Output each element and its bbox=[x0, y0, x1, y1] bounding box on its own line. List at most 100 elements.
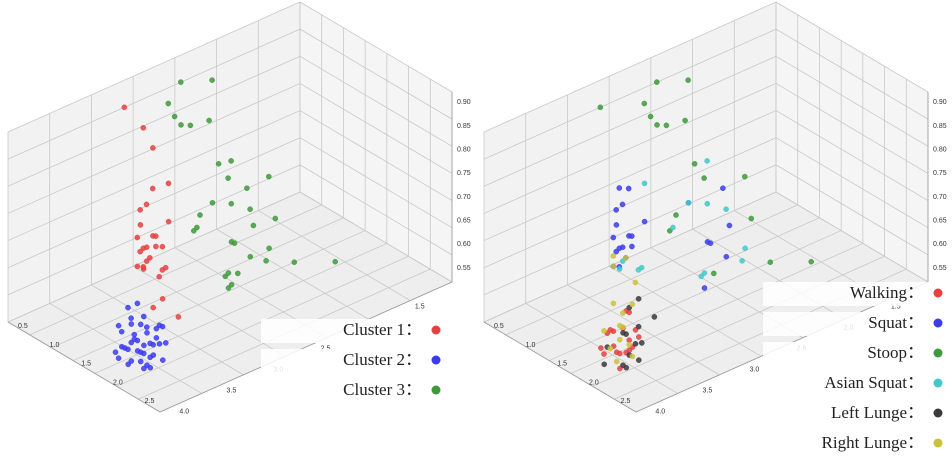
data-point bbox=[140, 245, 147, 252]
x-tick-label: 1.5 bbox=[891, 304, 901, 311]
data-point bbox=[622, 254, 629, 261]
gridline bbox=[299, 164, 453, 256]
data-point bbox=[626, 309, 632, 316]
y-tick-label: 2.0 bbox=[113, 379, 123, 386]
legend-marker bbox=[933, 288, 943, 298]
data-point bbox=[225, 270, 232, 276]
data-point bbox=[601, 327, 607, 334]
legend-label: Right Lunge： bbox=[822, 433, 924, 452]
data-point bbox=[143, 201, 150, 208]
data-point bbox=[178, 122, 184, 128]
data-point bbox=[767, 259, 774, 266]
z-tick-label: 0.55 bbox=[933, 265, 947, 272]
data-point bbox=[115, 322, 122, 329]
legend: Cluster 1： Cluster 2： Cluster 3： bbox=[261, 319, 443, 403]
data-point bbox=[140, 313, 147, 320]
data-point bbox=[704, 239, 711, 245]
data-point bbox=[626, 341, 632, 348]
data-point bbox=[150, 341, 156, 348]
data-point bbox=[134, 234, 141, 241]
gridline bbox=[299, 1, 453, 93]
data-point bbox=[118, 328, 125, 335]
data-point bbox=[635, 334, 642, 340]
legend-entry-bg bbox=[261, 379, 443, 403]
gridline bbox=[299, 191, 453, 283]
legend-label: Cluster 2： bbox=[343, 350, 422, 369]
gridline bbox=[132, 265, 286, 357]
gridline bbox=[483, 83, 777, 214]
data-point bbox=[651, 314, 658, 320]
legend-label: Squat： bbox=[868, 313, 924, 332]
data-point bbox=[710, 270, 717, 277]
right-wall-pane bbox=[300, 2, 452, 282]
data-point bbox=[685, 77, 691, 83]
data-point bbox=[225, 175, 231, 181]
left-wall-pane bbox=[8, 2, 300, 322]
data-point bbox=[146, 254, 153, 261]
data-point bbox=[610, 328, 617, 335]
data-point bbox=[121, 104, 128, 111]
z-tick-label: 0.60 bbox=[457, 241, 471, 248]
data-point bbox=[209, 199, 216, 206]
data-point bbox=[616, 266, 623, 272]
legend-marker bbox=[933, 348, 943, 358]
gridline bbox=[483, 55, 777, 187]
gridline bbox=[775, 191, 929, 283]
data-point bbox=[225, 285, 232, 291]
data-point bbox=[682, 117, 688, 124]
data-point bbox=[701, 175, 707, 181]
data-point bbox=[171, 113, 178, 120]
legend-label: Cluster 3： bbox=[343, 380, 422, 399]
data-points bbox=[112, 77, 339, 372]
data-point bbox=[632, 340, 639, 347]
gridline bbox=[483, 110, 777, 241]
z-tick-label: 0.65 bbox=[933, 217, 947, 224]
data-point bbox=[623, 364, 630, 371]
data-point bbox=[616, 185, 623, 191]
data-points bbox=[597, 77, 815, 372]
data-point bbox=[632, 279, 639, 286]
gridline bbox=[483, 1, 777, 133]
legend-label: Cluster 1： bbox=[343, 320, 422, 339]
gridline bbox=[483, 191, 777, 323]
y-tick-label: 1.0 bbox=[526, 342, 536, 349]
data-point bbox=[619, 201, 626, 208]
z-tick-label: 0.75 bbox=[457, 170, 471, 177]
data-point bbox=[654, 122, 660, 128]
data-point bbox=[150, 145, 156, 151]
data-point bbox=[128, 358, 135, 364]
data-point bbox=[152, 233, 159, 239]
gridline bbox=[216, 228, 369, 320]
legend-entry-bg bbox=[261, 349, 443, 373]
data-point bbox=[701, 270, 708, 276]
data-point bbox=[616, 245, 623, 252]
data-point bbox=[613, 358, 620, 365]
data-point bbox=[156, 273, 162, 280]
data-point bbox=[156, 340, 163, 347]
x-tick-label: 3.5 bbox=[226, 387, 236, 394]
gridline bbox=[527, 217, 820, 349]
y-tick-label: 1.5 bbox=[81, 361, 91, 368]
legend-label: Asian Squat： bbox=[824, 373, 924, 392]
legend: Walking： Squat： Stoop： Asian Squat： Left Lun… bbox=[763, 282, 945, 456]
data-point bbox=[141, 342, 147, 349]
data-point bbox=[619, 310, 626, 316]
data-point bbox=[228, 200, 235, 207]
legend-marker bbox=[431, 325, 441, 335]
right-wall-pane bbox=[776, 2, 928, 282]
data-point bbox=[137, 358, 144, 365]
gridline bbox=[548, 230, 842, 361]
data-point bbox=[175, 314, 182, 320]
z-tick-label: 0.70 bbox=[457, 194, 471, 201]
z-tick-label: 0.55 bbox=[457, 265, 471, 272]
data-point bbox=[140, 263, 147, 270]
data-point bbox=[197, 212, 203, 218]
z-tick-label: 0.70 bbox=[933, 194, 947, 201]
data-point bbox=[720, 185, 726, 191]
data-point bbox=[808, 258, 815, 265]
gridline bbox=[483, 28, 777, 160]
legend-label: Stoop： bbox=[867, 343, 924, 362]
gridlines bbox=[7, 1, 453, 413]
gridline bbox=[7, 55, 301, 187]
data-point bbox=[247, 206, 253, 212]
